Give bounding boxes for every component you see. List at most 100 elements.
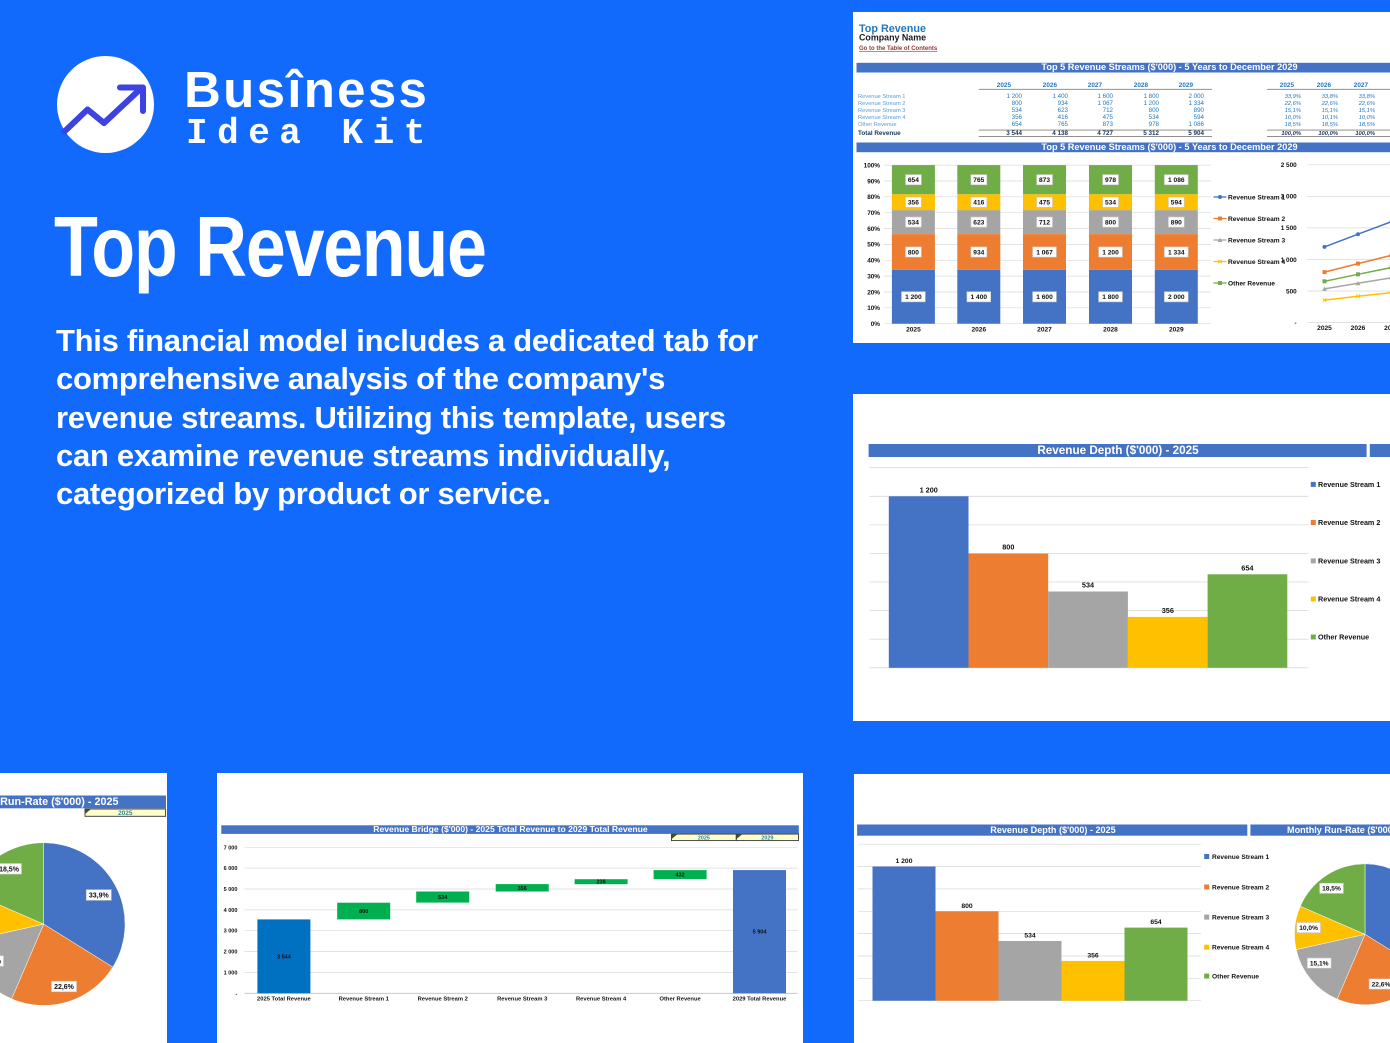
svg-text:100,0%: 100,0% [1281,131,1301,137]
svg-text:416: 416 [1058,114,1069,121]
svg-text:654: 654 [1012,121,1023,128]
svg-text:356: 356 [1162,606,1174,615]
svg-text:1 067: 1 067 [1098,100,1114,107]
svg-text:475: 475 [1103,114,1114,121]
svg-text:2027: 2027 [1088,82,1103,89]
svg-text:18,5%: 18,5% [0,866,20,873]
svg-text:1 067: 1 067 [1036,249,1053,256]
svg-text:Revenue Stream 4: Revenue Stream 4 [858,115,905,121]
svg-text:22,6%: 22,6% [54,984,75,991]
svg-text:22,6%: 22,6% [1284,101,1301,107]
svg-text:765: 765 [973,177,984,184]
svg-text:1 600: 1 600 [1036,294,1053,301]
svg-text:1 400: 1 400 [971,294,988,301]
svg-text:6 000: 6 000 [223,866,237,872]
svg-text:800: 800 [908,249,919,256]
svg-text:654: 654 [908,177,919,184]
svg-text:1 200: 1 200 [905,294,922,301]
svg-text:Revenue Stream 1: Revenue Stream 1 [1228,194,1286,201]
svg-text:Other Revenue: Other Revenue [1212,974,1259,981]
svg-text:2 000: 2 000 [223,950,237,956]
svg-text:534: 534 [1012,107,1023,114]
svg-text:712: 712 [1103,107,1114,114]
svg-text:1 200: 1 200 [920,485,938,494]
svg-text:Other Revenue: Other Revenue [1228,280,1275,287]
svg-text:90%: 90% [867,178,880,185]
svg-text:534: 534 [1149,114,1160,121]
svg-text:0%: 0% [871,321,881,328]
svg-text:Other Revenue: Other Revenue [659,997,701,1003]
svg-text:594: 594 [1194,114,1205,121]
svg-text:18,5%: 18,5% [1285,122,1301,128]
svg-text:2025: 2025 [997,82,1012,89]
svg-text:Top 5 Revenue Streams ($'000): Top 5 Revenue Streams ($'000) - 5 Years … [1041,62,1297,72]
svg-text:Top Revenue: Top Revenue [859,23,926,35]
svg-text:2025 Total Revenue: 2025 Total Revenue [257,997,311,1003]
svg-text:4 138: 4 138 [1052,130,1068,137]
svg-text:20%: 20% [867,289,880,296]
svg-text:Revenue Stream 3: Revenue Stream 3 [1318,557,1380,566]
svg-text:22,6%: 22,6% [1372,981,1390,988]
svg-text:432: 432 [675,873,684,879]
svg-text:1 400: 1 400 [1053,93,1069,100]
svg-text:1 200: 1 200 [1144,100,1160,107]
svg-text:2026: 2026 [971,327,986,334]
svg-text:Revenue Stream 4: Revenue Stream 4 [1212,945,1270,952]
svg-text:1 200: 1 200 [1007,93,1023,100]
svg-text:80%: 80% [867,194,880,201]
svg-text:Revenue Stream 2: Revenue Stream 2 [1318,518,1380,527]
svg-text:60%: 60% [867,226,880,233]
svg-text:Revenue Stream 4: Revenue Stream 4 [1228,259,1286,266]
svg-text:890: 890 [1171,220,1182,227]
svg-text:Revenue Stream 3: Revenue Stream 3 [858,108,905,114]
svg-text:Revenue Stream 2: Revenue Stream 2 [1228,216,1286,223]
svg-text:22,6%: 22,6% [1321,101,1338,107]
svg-text:Revenue Stream 3: Revenue Stream 3 [497,997,548,1003]
svg-text:5 312: 5 312 [1143,130,1159,137]
svg-text:18,5%: 18,5% [1359,122,1375,128]
svg-text:5 000: 5 000 [223,887,237,893]
svg-text:Revenue Stream 1: Revenue Stream 1 [338,997,389,1003]
svg-text:654: 654 [1241,563,1254,572]
svg-text:934: 934 [1058,100,1069,107]
svg-text:2025: 2025 [906,327,921,334]
svg-text:2027: 2027 [1354,82,1369,89]
svg-text:623: 623 [1058,107,1069,114]
svg-text:33,8%: 33,8% [1359,94,1375,100]
svg-text:2026: 2026 [1351,325,1366,332]
svg-text:1 000: 1 000 [1281,257,1297,264]
svg-text:2025: 2025 [1280,82,1295,89]
svg-text:356: 356 [1087,952,1099,959]
svg-text:2026: 2026 [1317,82,1332,89]
svg-text:Other Revenue: Other Revenue [858,122,897,128]
svg-text:Total Revenue: Total Revenue [858,130,901,137]
svg-text:623: 623 [973,220,984,227]
svg-text:356: 356 [517,886,526,892]
svg-text:978: 978 [1105,177,1116,184]
svg-text:416: 416 [973,200,984,207]
svg-text:2029 Total Revenue: 2029 Total Revenue [732,997,786,1003]
svg-text:1 086: 1 086 [1189,121,1205,128]
svg-text:Revenue Stream 2: Revenue Stream 2 [1212,884,1270,891]
svg-text:534: 534 [908,220,919,227]
svg-text:10,0%: 10,0% [1285,115,1301,121]
svg-text:356: 356 [1012,114,1023,121]
svg-text:2029: 2029 [1169,327,1184,334]
svg-text:1 600: 1 600 [1098,93,1114,100]
svg-text:890: 890 [1194,107,1205,114]
svg-text:Monthly Run-Rate ($'000) - 202: Monthly Run-Rate ($'000) - 2025 [0,796,119,808]
svg-text:534: 534 [1024,933,1036,940]
svg-text:934: 934 [973,249,984,256]
svg-text:15,1%: 15,1% [1285,108,1301,114]
svg-text:800: 800 [1149,107,1160,114]
svg-text:15,1%: 15,1% [1322,108,1338,114]
svg-text:3 544: 3 544 [277,954,292,960]
svg-text:100,0%: 100,0% [1318,131,1338,137]
svg-text:1 086: 1 086 [1168,177,1185,184]
svg-text:2025: 2025 [697,835,709,841]
svg-text:15,1%: 15,1% [1310,961,1329,968]
svg-text:712: 712 [1039,220,1050,227]
svg-text:15,1%: 15,1% [0,959,2,966]
svg-text:500: 500 [1286,288,1297,295]
svg-text:1 500: 1 500 [1281,225,1297,232]
